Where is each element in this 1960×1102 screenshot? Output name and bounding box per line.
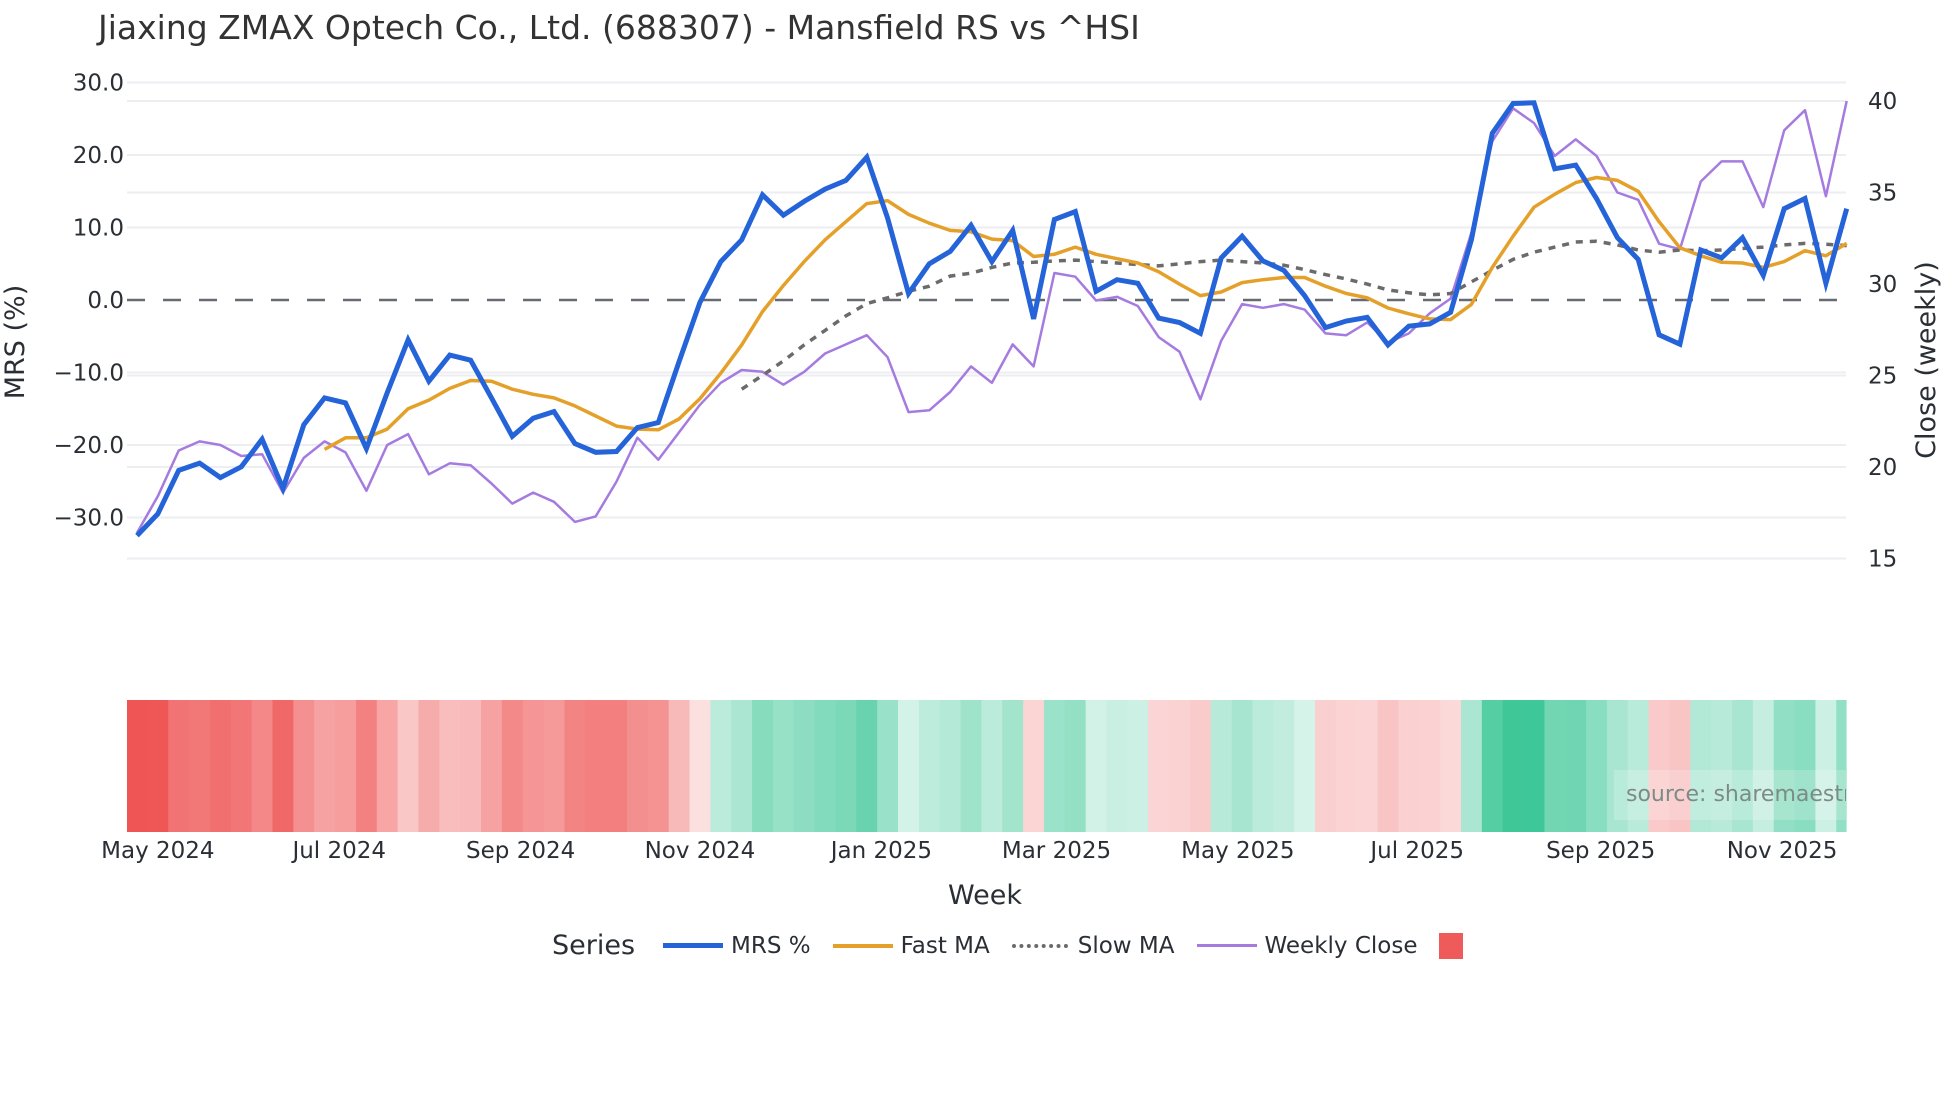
svg-text:40: 40: [1868, 89, 1897, 115]
svg-text:35: 35: [1868, 181, 1897, 207]
svg-text:Sep 2024: Sep 2024: [466, 838, 575, 864]
legend-dotted-line-icon: [1011, 943, 1068, 948]
legend-heat-swatch-icon: [1439, 932, 1464, 959]
svg-text:Jan 2025: Jan 2025: [829, 838, 932, 864]
svg-text:20.0: 20.0: [73, 143, 124, 169]
legend-title: Series: [552, 930, 636, 961]
legend-item-weekly-close[interactable]: Weekly Close: [1196, 932, 1418, 959]
legend: Series MRS % Fast MA Slow MA Weekly Clos…: [552, 930, 1485, 961]
svg-text:−30.0: −30.0: [54, 506, 124, 532]
chart-title: Jiaxing ZMAX Optech Co., Ltd. (688307) -…: [98, 8, 1140, 47]
plot-lines: [135, 100, 1850, 538]
svg-text:25: 25: [1868, 364, 1897, 390]
source-watermark: source: sharemaestro.com: [1614, 770, 1846, 820]
legend-item-slow-ma[interactable]: Slow MA: [1011, 932, 1175, 959]
svg-text:15: 15: [1868, 547, 1897, 573]
svg-text:Jul 2025: Jul 2025: [1368, 838, 1464, 864]
svg-text:May 2025: May 2025: [1181, 838, 1294, 864]
svg-text:−20.0: −20.0: [54, 433, 124, 459]
legend-label: Slow MA: [1077, 932, 1175, 959]
svg-text:30.0: 30.0: [73, 71, 124, 97]
y-axis-left-ticks: 30.0 20.0 10.0 0.0 −10.0 −20.0 −30.0: [54, 71, 124, 532]
mrs-heatmap-band: [127, 700, 1847, 832]
svg-text:Mar 2025: Mar 2025: [1002, 838, 1111, 864]
legend-item-mrs[interactable]: MRS %: [663, 933, 811, 959]
legend-line-icon: [1196, 944, 1257, 947]
svg-text:10.0: 10.0: [73, 216, 124, 242]
y-axis-right-title: Close (weekly): [1911, 261, 1942, 459]
x-axis-ticks: May 2024 Jul 2024 Sep 2024 Nov 2024 Jan 2025…: [101, 838, 1837, 864]
svg-text:20: 20: [1868, 455, 1897, 481]
svg-text:Sep 2025: Sep 2025: [1546, 838, 1655, 864]
legend-label: MRS %: [731, 932, 811, 959]
y-axis-right-ticks: 40 35 30 25 20 15: [1868, 89, 1897, 573]
legend-line-icon: [832, 943, 893, 948]
svg-text:Jul 2024: Jul 2024: [290, 838, 386, 864]
legend-label: Fast MA: [900, 932, 990, 959]
legend-line-icon: [663, 943, 724, 948]
legend-label: Weekly Close: [1264, 932, 1418, 959]
svg-text:Nov 2024: Nov 2024: [645, 838, 756, 864]
svg-text:30: 30: [1868, 272, 1897, 298]
svg-text:May 2024: May 2024: [101, 838, 214, 864]
y-axis-left-title: MRS (%): [0, 285, 31, 400]
legend-item-fast-ma[interactable]: Fast MA: [832, 932, 990, 959]
legend-item-heatmap[interactable]: [1439, 932, 1464, 959]
svg-text:Nov 2025: Nov 2025: [1727, 838, 1838, 864]
svg-text:−10.0: −10.0: [54, 361, 124, 387]
x-axis-title: Week: [948, 880, 1022, 911]
svg-text:0.0: 0.0: [87, 288, 124, 314]
gridlines: [127, 81, 1846, 560]
